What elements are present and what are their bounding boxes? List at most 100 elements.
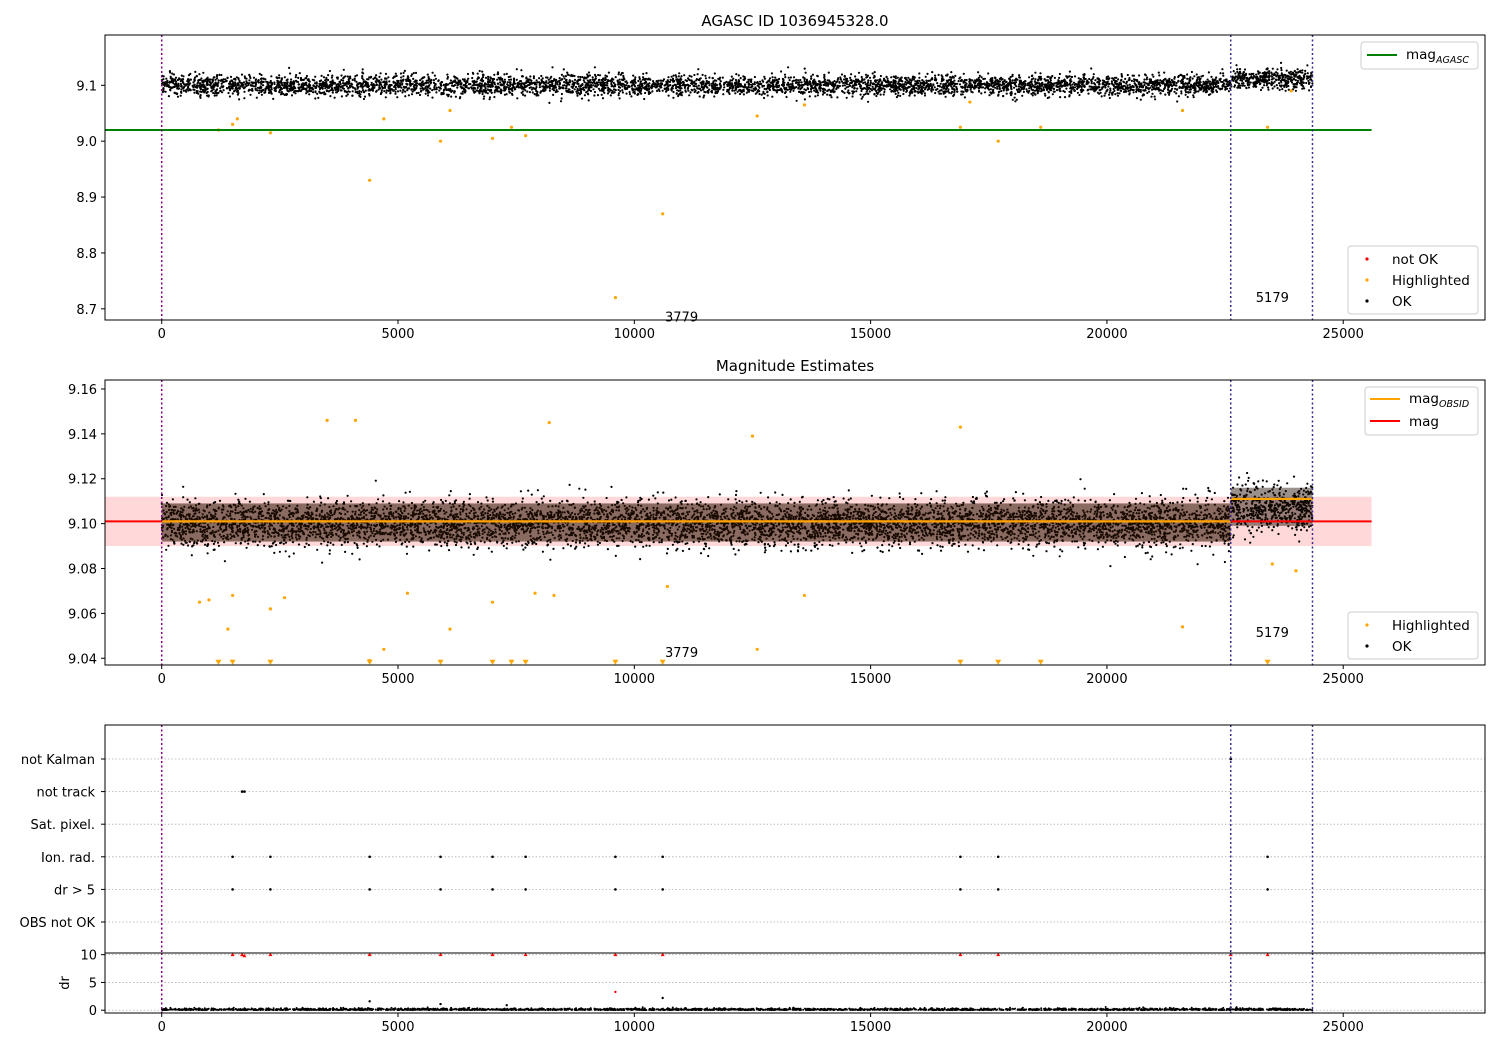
ok-point [923,88,927,91]
ok-point [303,83,306,87]
ok-point [917,84,920,87]
ok-point [703,86,706,89]
ok-point [1212,83,1215,86]
ok-point [1277,78,1280,81]
ok-point [1189,91,1192,94]
ok-point [243,86,246,89]
ok-point [989,78,992,81]
ok-point [666,80,669,83]
ok-point [285,87,288,90]
ok-point [269,90,272,93]
ok-point [388,80,391,83]
ok-point [861,95,864,98]
ok-point [846,80,849,83]
ok-point [435,86,438,89]
ok-point [1042,86,1045,89]
ok-point [737,74,740,77]
ok-point [916,79,919,82]
ok-point [597,79,601,82]
ok-point [315,82,318,85]
ok-point [1276,73,1279,77]
ok-point [1025,88,1028,91]
ok-point [1150,84,1153,87]
ok-point [1041,81,1044,84]
ok-point [264,89,267,92]
ok-point [682,81,685,84]
ok-point [318,90,321,93]
ok-point [969,88,972,91]
ok-point [898,85,901,88]
ok-point [980,76,983,79]
ok-point [368,94,371,97]
ok-point [491,81,494,84]
ok-point [1205,82,1208,85]
ok-point [947,90,950,93]
ok-point [548,101,551,104]
ok-point [1046,75,1049,78]
ok-point [264,87,267,90]
ok-point [836,96,839,99]
ok-point [953,89,956,92]
ok-point [503,87,506,90]
ok-point [267,91,271,94]
ok-point [784,76,787,79]
ok-point [361,68,364,71]
ok-point [708,84,711,87]
ok-point [619,73,623,76]
ok-point [671,84,675,87]
ok-point [1109,87,1112,90]
ok-point [695,85,698,88]
ok-point [1217,87,1220,90]
ok-point [174,76,178,79]
ok-point [1107,85,1110,88]
ok-point [635,87,638,90]
ok-point [585,86,588,89]
ok-point [1208,80,1211,83]
ok-point [688,94,691,97]
ok-point [1237,82,1241,85]
ok-point [289,72,292,75]
ok-point [1191,77,1194,80]
ok-point [567,90,570,93]
ok-point [811,86,814,90]
ok-point [1104,92,1107,95]
ok-point [1294,89,1297,92]
ok-point [1021,83,1024,86]
ok-point [388,83,392,87]
ok-point [528,86,531,89]
ok-point [1138,81,1141,84]
ok-point [1304,69,1307,72]
ok-point [403,69,406,72]
ok-point [1146,91,1149,95]
ok-point [594,84,597,87]
ok-point [412,72,415,75]
ok-point [442,83,446,86]
ok-point [1015,98,1018,101]
ok-point [606,92,610,95]
ok-point [1042,89,1045,92]
ok-point [385,80,388,83]
ok-point [396,85,400,88]
ok-point [1203,89,1206,92]
ok-point [714,91,717,94]
ok-point [1206,78,1209,81]
ok-point [772,88,775,91]
ok-point [1000,89,1003,93]
ok-point [325,89,328,93]
ok-point [1273,85,1276,88]
ok-point [737,79,740,83]
ok-point [804,83,808,86]
ok-point [219,90,222,93]
ok-point [295,74,298,77]
ok-point [308,89,312,92]
ok-point [589,78,592,82]
ok-point [614,89,617,92]
ok-point [571,91,574,94]
ok-point [806,80,809,83]
ok-point [325,80,328,83]
ok-point [189,78,192,81]
ok-point [1139,90,1142,93]
ok-point [208,80,211,83]
ok-point [814,82,818,85]
ok-point [795,99,798,102]
